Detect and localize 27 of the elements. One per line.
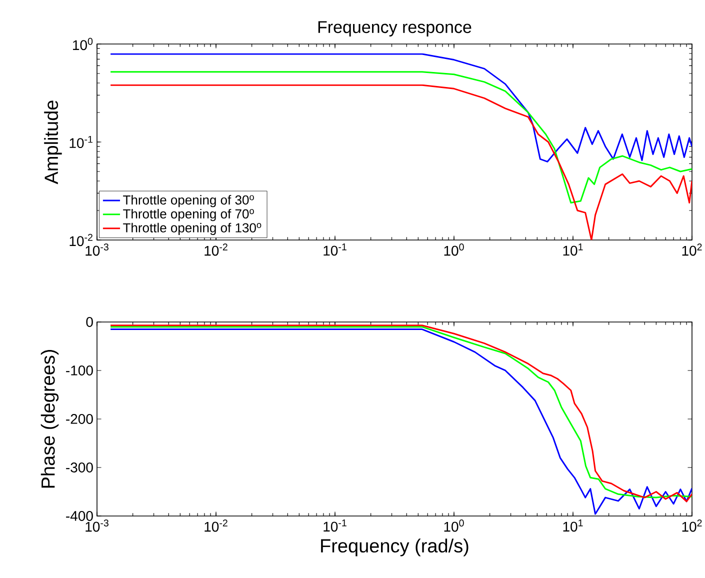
y-axis-title: Phase (degrees) [40,350,59,488]
x-tick-label: 10$^{-2}$ [204,244,228,256]
x-tick-label: 10$^{-1}$ [324,520,346,532]
x-tick-label: 10$^{-3}$ [86,244,108,256]
legend-label: Throttle opening of 130$^{o}$ [123,222,262,235]
y-tick-label: -100 [66,366,93,376]
x-tick-label: 10$^{1}$ [563,244,583,256]
y-tick-label: 0 [86,317,93,327]
x-tick-label: 10$^{0}$ [444,520,464,532]
x-tick-label: 10$^{0}$ [444,244,464,256]
y-tick-label: -400 [66,511,93,521]
x-tick-label: 10$^{2}$ [682,520,702,532]
x-tick-label: 10$^{2}$ [682,244,702,256]
x-tick-label: 10$^{-3}$ [86,520,108,532]
chart-title: Frequency responce [318,21,472,36]
legend-label: Throttle opening of 30$^{o}$ [123,195,254,208]
y-axis-title: Amplitude [44,100,62,184]
x-tick-label: 10$^{1}$ [563,520,583,532]
x-tick-label: 10$^{-1}$ [324,244,346,256]
legend-label: Throttle opening of 70$^{o}$ [123,208,254,222]
y-tick-label: 10$^{-1}$ [70,136,92,148]
x-tick-label: 10$^{-2}$ [204,520,228,532]
y-tick-label: -200 [66,414,93,424]
x-axis-title: Frequency (rad/s) [321,538,468,556]
y-tick-label: 10$^{0}$ [73,38,93,50]
y-tick-label: 10$^{-2}$ [70,234,92,246]
y-tick-label: -300 [66,462,93,472]
